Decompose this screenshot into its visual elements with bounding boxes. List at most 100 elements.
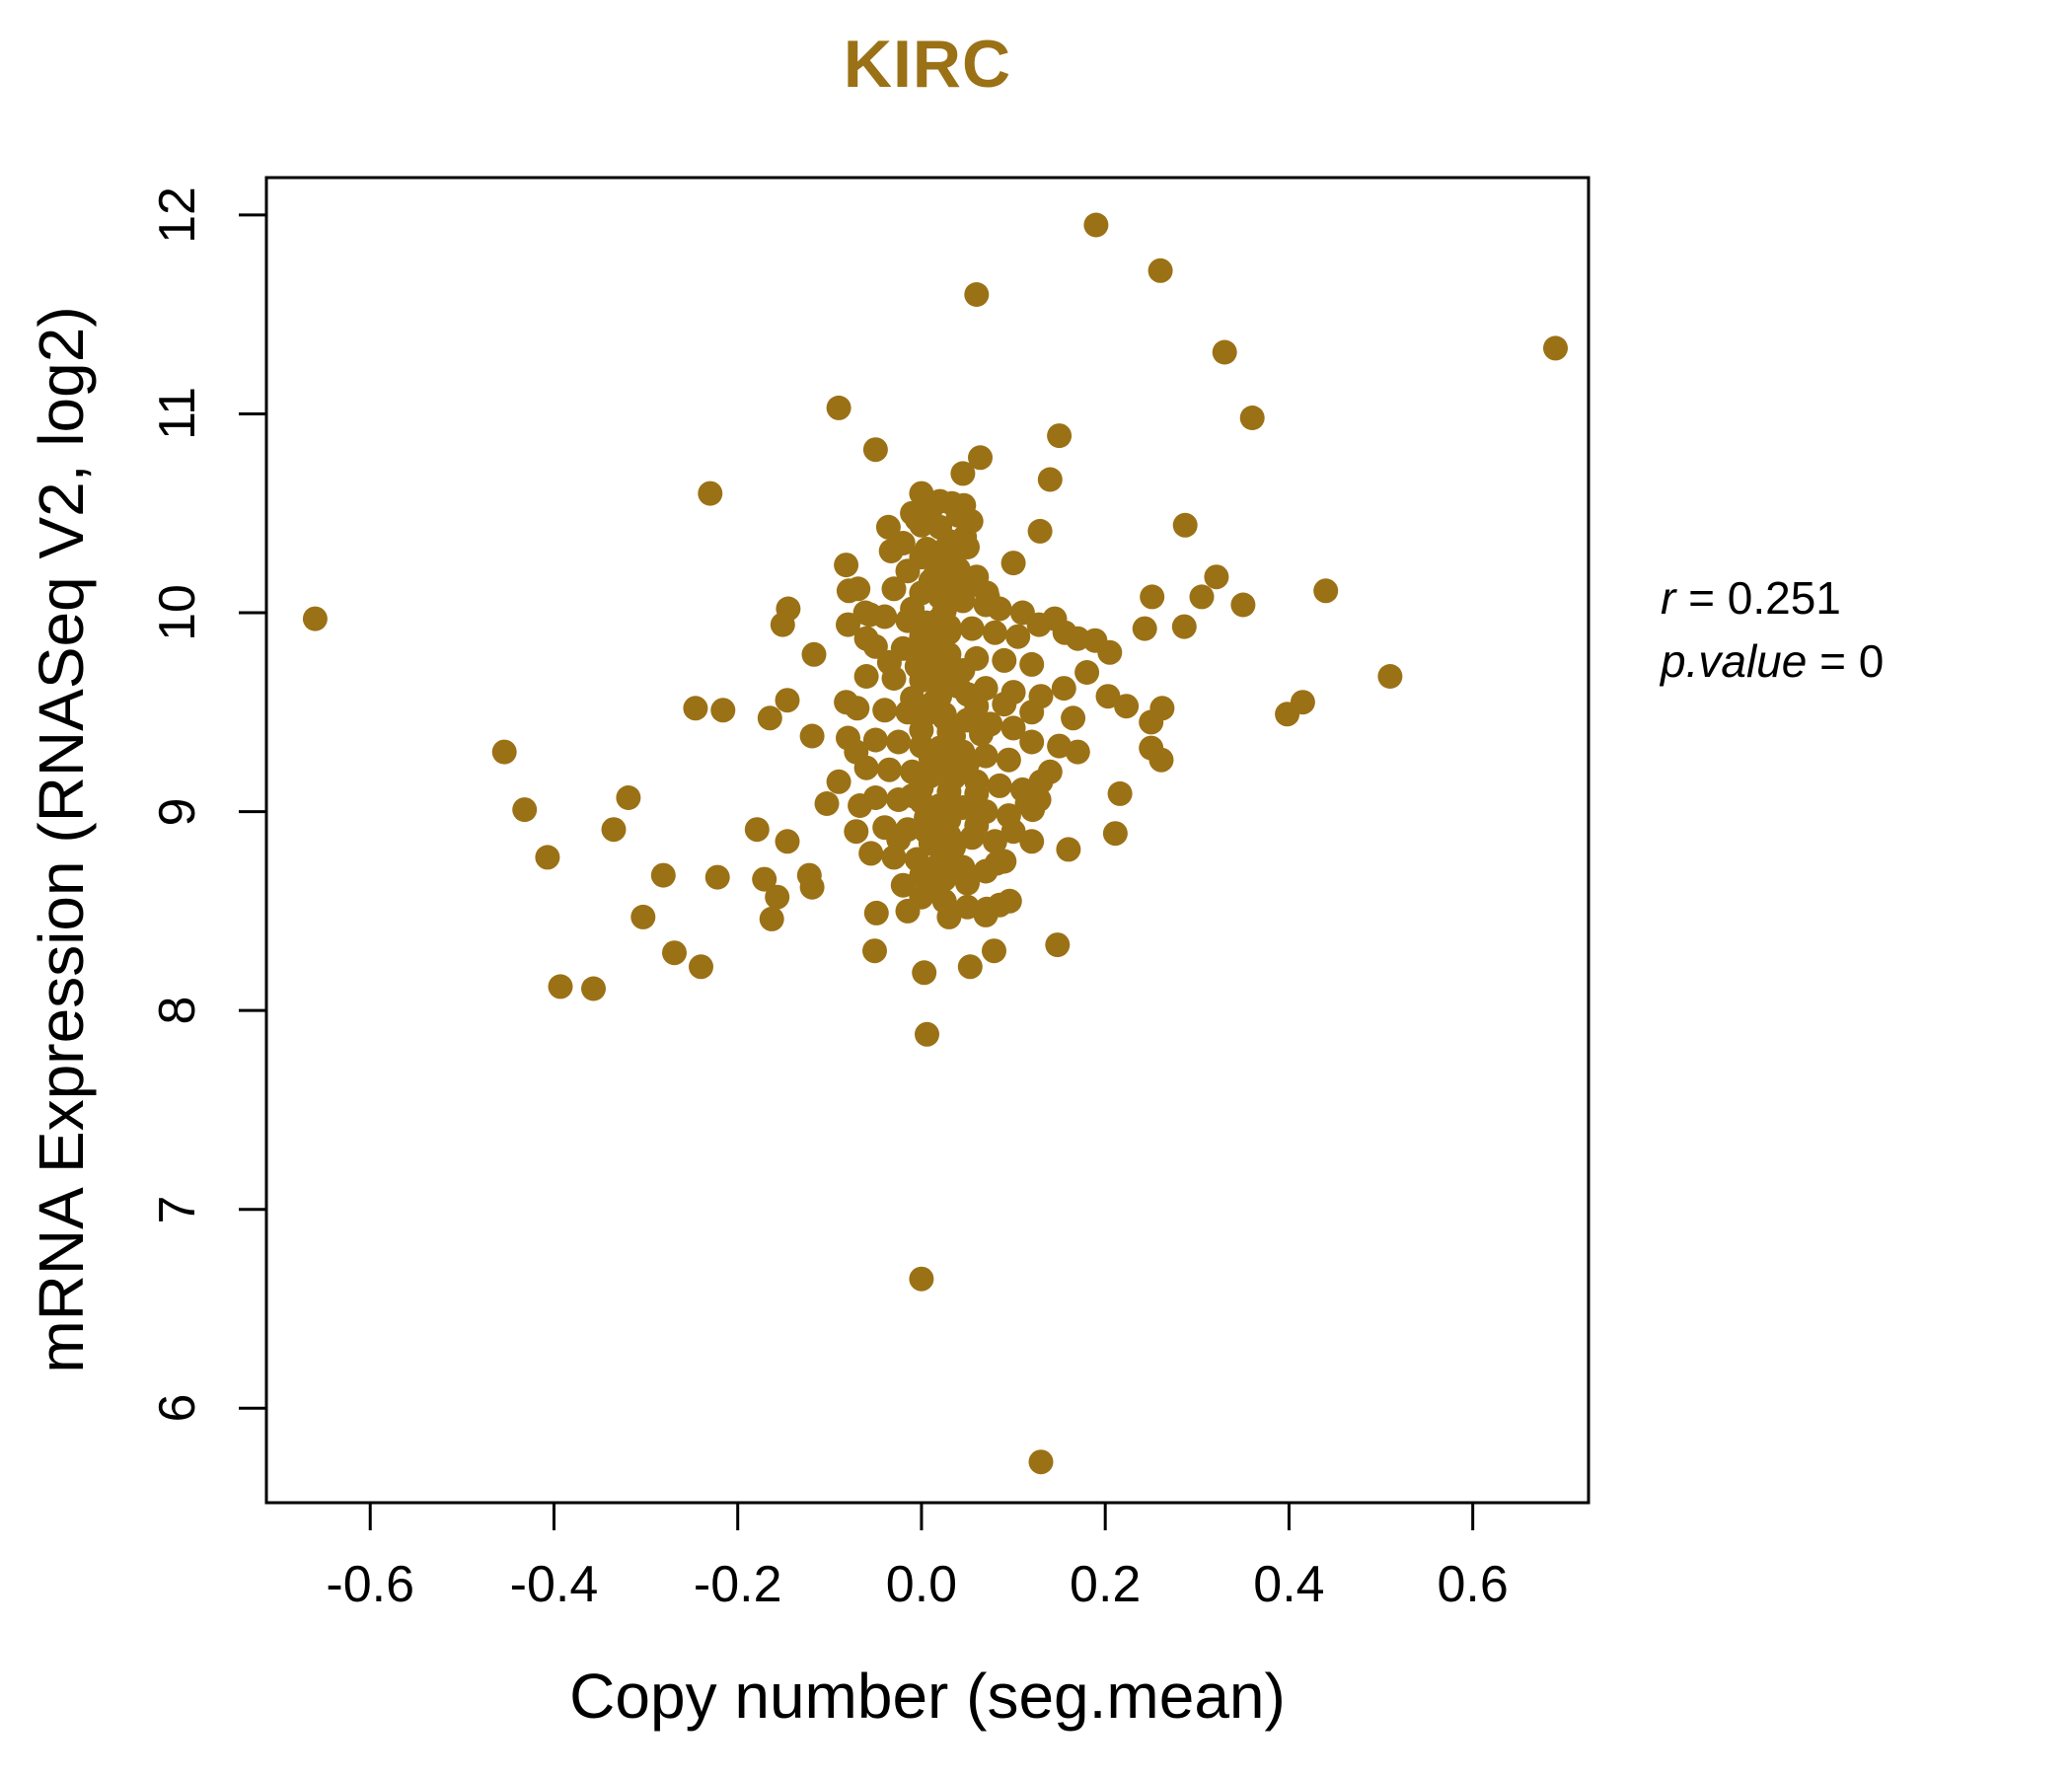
- scatter-point: [992, 647, 1017, 673]
- scatter-point: [770, 612, 795, 637]
- scatter-point: [1148, 747, 1174, 773]
- x-tick-label: -0.2: [693, 1556, 782, 1613]
- scatter-point: [1171, 614, 1197, 639]
- scatter-point: [1275, 702, 1300, 727]
- scatter-point: [876, 757, 902, 782]
- scatter-point: [863, 900, 889, 925]
- scatter-point: [630, 904, 656, 929]
- x-tick-label: 0.4: [1253, 1556, 1325, 1613]
- r-variable: r: [1661, 572, 1676, 624]
- scatter-point: [1000, 551, 1026, 576]
- scatter-point: [890, 872, 916, 898]
- scatter-point: [982, 829, 1007, 854]
- scatter-point: [1000, 819, 1026, 845]
- scatter-point: [862, 437, 888, 463]
- scatter-point: [858, 841, 884, 866]
- scatter-point: [1230, 592, 1256, 618]
- scatter-point: [1028, 769, 1054, 794]
- scatter-point: [535, 845, 560, 870]
- scatter-point: [834, 553, 859, 578]
- chart-title: KIRC: [843, 27, 1012, 102]
- scatter-point: [881, 845, 907, 870]
- x-axis-label: Copy number (seg.mean): [569, 1661, 1286, 1732]
- scatter-point: [950, 588, 976, 614]
- x-tick-label: 0.6: [1437, 1556, 1509, 1613]
- scatter-point: [853, 755, 879, 780]
- scatter-point: [1065, 739, 1090, 765]
- scatter-point: [1139, 709, 1164, 735]
- scatter-point: [1019, 829, 1045, 854]
- scatter-point: [964, 694, 990, 719]
- x-tick-label: 0.0: [885, 1556, 958, 1613]
- scatter-point: [1019, 651, 1045, 677]
- scatter-point: [757, 705, 782, 731]
- scatter-point: [992, 692, 1017, 717]
- scatter-point: [775, 688, 800, 713]
- scatter-point: [581, 976, 606, 1001]
- scatter-point: [1095, 684, 1121, 709]
- scatter-point: [1107, 780, 1133, 806]
- y-tick-label: 11: [149, 387, 206, 441]
- scatter-point: [752, 866, 777, 892]
- x-tick-label: -0.6: [326, 1556, 415, 1613]
- scatter-point: [683, 696, 708, 721]
- scatter-point: [936, 843, 962, 868]
- scatter-point: [915, 1021, 939, 1047]
- scatter-point: [964, 282, 990, 307]
- scatter-point: [974, 896, 999, 922]
- scatter-point: [814, 791, 840, 816]
- scatter-point: [927, 801, 953, 827]
- scatter-point: [698, 481, 723, 506]
- scatter-point: [1045, 932, 1071, 958]
- scatter-point: [845, 696, 870, 721]
- scatter-point: [969, 721, 994, 747]
- x-tick-label: 0.2: [1070, 1556, 1142, 1613]
- y-tick-label: 12: [149, 185, 206, 244]
- scatter-point: [1019, 729, 1045, 755]
- scatter-point: [912, 960, 937, 986]
- scatter-point: [895, 700, 921, 725]
- plot-border: [264, 176, 1591, 1505]
- scatter-point: [1147, 258, 1173, 283]
- scatter-point: [872, 698, 898, 723]
- scatter-point: [881, 576, 907, 602]
- scatter-point: [1037, 467, 1063, 492]
- scatter-point: [1027, 518, 1053, 544]
- scatter-point: [862, 633, 888, 659]
- p-variable: p.value: [1661, 635, 1808, 687]
- r-value: = 0.251: [1675, 572, 1841, 624]
- scatter-point: [704, 864, 730, 890]
- scatter-point: [826, 769, 851, 794]
- scatter-point: [1543, 335, 1568, 361]
- scatter-point: [853, 664, 879, 689]
- scatter-point: [982, 938, 1006, 964]
- scatter-point: [1239, 406, 1265, 430]
- scatter-point: [601, 817, 627, 843]
- scatter-point: [765, 884, 790, 910]
- scatter-point: [987, 596, 1012, 622]
- scatter-point: [862, 938, 887, 964]
- scatter-point: [997, 888, 1022, 914]
- scatter-point: [936, 778, 962, 804]
- scatter-point: [936, 904, 962, 929]
- scatter-point: [996, 747, 1021, 773]
- scatter-point: [1172, 512, 1198, 538]
- scatter-point: [826, 395, 851, 420]
- scatter-point: [1061, 705, 1086, 731]
- scatter-point: [302, 606, 328, 631]
- scatter-point: [987, 773, 1012, 798]
- scatter-point: [909, 1266, 934, 1292]
- scatter-point: [1026, 787, 1052, 812]
- scatter-point: [875, 514, 901, 540]
- scatter-point: [1102, 821, 1128, 847]
- scatter-point: [982, 620, 1007, 645]
- scatter-point: [548, 974, 573, 999]
- scatter-point: [895, 558, 921, 584]
- scatter-point: [848, 793, 873, 818]
- scatter-point: [1056, 837, 1081, 862]
- scatter-point: [836, 578, 861, 604]
- scatter-point: [662, 940, 687, 966]
- scatter-point: [959, 616, 985, 641]
- scatter-point: [616, 785, 641, 810]
- scatter-point: [931, 821, 957, 847]
